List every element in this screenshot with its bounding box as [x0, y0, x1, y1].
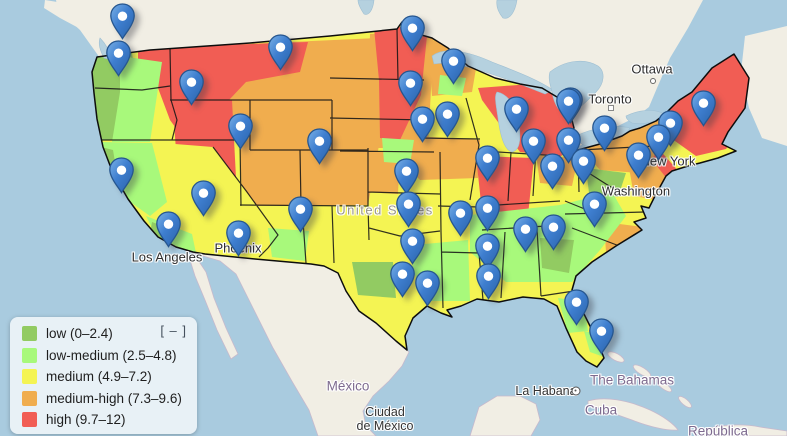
map-pin[interactable] [268, 34, 293, 71]
legend-rows: low (0–2.4) low-medium (2.5–4.8) medium (4… [18, 323, 189, 431]
map-pin[interactable] [626, 142, 651, 179]
map-pin[interactable] [691, 90, 716, 127]
map-pin[interactable] [556, 88, 581, 125]
map-pin[interactable] [571, 148, 596, 185]
map-pin[interactable] [394, 158, 419, 195]
map-pin[interactable] [156, 211, 181, 248]
map-pin[interactable] [441, 48, 466, 85]
map-pin[interactable] [106, 40, 131, 77]
map-pin[interactable] [191, 180, 216, 217]
legend-item-label: medium (4.9–7.2) [46, 369, 152, 385]
map-pin[interactable] [228, 113, 253, 150]
legend-swatch [22, 347, 37, 363]
map-pin[interactable] [396, 191, 421, 228]
map-pin[interactable] [564, 289, 589, 326]
map-pin[interactable] [475, 145, 500, 182]
map-pin[interactable] [390, 261, 415, 298]
map-pin[interactable] [288, 196, 313, 233]
map-pin[interactable] [400, 228, 425, 265]
map-pin[interactable] [448, 200, 473, 237]
legend-swatch [22, 369, 37, 385]
legend-panel: [ – ] low (0–2.4) low-medium (2.5–4.8) med… [10, 317, 197, 434]
map-pin[interactable] [541, 214, 566, 251]
map-pin[interactable] [179, 69, 204, 106]
map-pin[interactable] [398, 70, 423, 107]
map-pin[interactable] [592, 115, 617, 152]
map-pin[interactable] [415, 270, 440, 307]
legend-item: medium-high (7.3–9.6) [18, 388, 189, 410]
legend-swatch [22, 390, 37, 406]
legend-item-label: low (0–2.4) [46, 326, 113, 342]
legend-item-label: low-medium (2.5–4.8) [46, 347, 177, 363]
map-pin[interactable] [435, 101, 460, 138]
legend-item: high (9.7–12) [18, 409, 189, 431]
map-pin[interactable] [109, 157, 134, 194]
map-pin[interactable] [226, 220, 251, 257]
mexico-caribbean-landmass [185, 250, 787, 436]
legend-item: low (0–2.4) [18, 323, 189, 345]
map-pin[interactable] [582, 191, 607, 228]
legend-swatch [22, 326, 37, 342]
map-pin[interactable] [589, 318, 614, 355]
state-borders [94, 28, 656, 309]
map-pin[interactable] [513, 216, 538, 253]
map-pin[interactable] [410, 106, 435, 143]
map-pin[interactable] [475, 195, 500, 232]
legend-item-label: medium-high (7.3–9.6) [46, 390, 182, 406]
legend-item: low-medium (2.5–4.8) [18, 345, 189, 367]
vancouver-island [44, 0, 98, 33]
legend-item-label: high (9.7–12) [46, 412, 126, 428]
legend-swatch [22, 412, 37, 428]
map-pin[interactable] [540, 153, 565, 190]
map-pin[interactable] [110, 3, 135, 40]
map-pin[interactable] [307, 128, 332, 165]
maritime-landmass [741, 26, 787, 146]
legend-item: medium (4.9–7.2) [18, 366, 189, 388]
map-pin[interactable] [476, 263, 501, 300]
map-pin[interactable] [400, 15, 425, 52]
legend-collapse-button[interactable]: [ – ] [160, 323, 187, 338]
